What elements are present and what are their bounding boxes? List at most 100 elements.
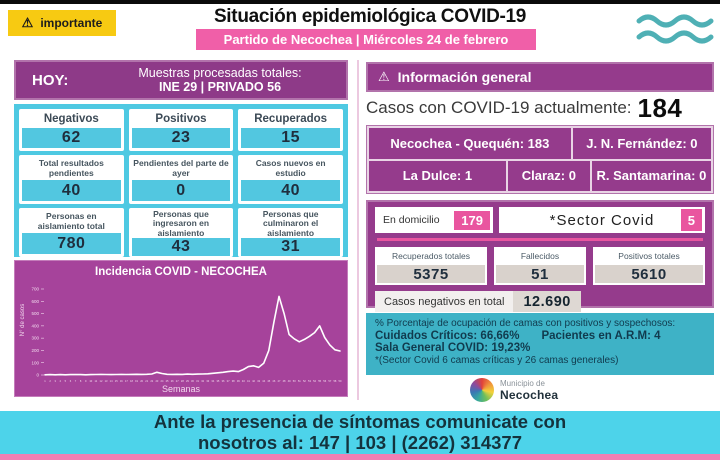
svg-text:32: 32 (201, 379, 204, 383)
total-value: 5610 (595, 265, 703, 283)
location-claraz: Claraz: 0 (507, 160, 590, 191)
arm-patients-stat: Pacientes en A.R.M: 4 (541, 330, 661, 342)
total-card-positivos: Positivos totales 5610 (593, 247, 705, 285)
stat-label: Personas que ingresaron en aislamiento (152, 209, 210, 238)
total-label: Recuperados totales (392, 250, 470, 261)
warning-icon: ⚠ (378, 69, 390, 84)
stat-card-pendientes: Total resultados pendientes 40 (19, 155, 124, 204)
svg-text:400: 400 (31, 323, 39, 328)
svg-text:39: 39 (237, 379, 240, 383)
stat-value: 23 (131, 128, 231, 148)
stat-value: 40 (241, 180, 340, 201)
svg-text:57: 57 (328, 379, 331, 383)
stat-value: 31 (241, 238, 340, 257)
svg-text:58: 58 (333, 379, 336, 383)
contact-line1: Ante la presencia de síntomas comunicate… (153, 410, 567, 432)
page-title: Situación epidemiológica COVID-19 (213, 6, 527, 27)
stats-grid: Negativos 62 Positivos 23 Recuperados 15… (14, 104, 348, 257)
total-value: 51 (496, 265, 584, 283)
location-jn-fernandez: J. N. Fernández: 0 (572, 128, 711, 159)
svg-text:44: 44 (262, 379, 265, 383)
svg-text:38: 38 (232, 379, 235, 383)
svg-text:6: 6 (70, 379, 72, 383)
stat-card-positivos: Positivos 23 (128, 109, 234, 151)
stat-card-pendientes-ayer: Pendientes del parte de ayer 0 (128, 155, 234, 204)
stat-label: Recuperados (254, 113, 328, 126)
muestras-values: INE 29 | PRIVADO 56 (158, 80, 282, 94)
svg-text:13: 13 (105, 379, 108, 383)
svg-text:51: 51 (298, 379, 301, 383)
total-card-recuperados: Recuperados totales 5375 (375, 247, 487, 285)
svg-text:3: 3 (54, 379, 56, 383)
contact-banner: Ante la presencia de síntomas comunicate… (0, 411, 720, 454)
svg-text:27: 27 (176, 379, 179, 383)
top-border (0, 0, 720, 4)
svg-text:15: 15 (115, 379, 118, 383)
svg-text:17: 17 (125, 379, 128, 383)
stat-value: 15 (241, 128, 340, 148)
sector-covid-label: *Sector Covid (549, 211, 655, 229)
stat-value: 62 (22, 128, 121, 148)
svg-text:20: 20 (140, 379, 143, 383)
stat-value: 40 (22, 180, 121, 201)
current-cases-line: Casos con COVID-19 actualmente: 184 (366, 93, 714, 123)
svg-text:33: 33 (206, 379, 209, 383)
svg-text:41: 41 (247, 379, 250, 383)
municipality-logo-icon (470, 378, 494, 402)
current-cases-value: 184 (637, 92, 683, 123)
svg-text:29: 29 (186, 379, 189, 383)
hoy-banner: HOY: Muestras procesadas totales: INE 29… (14, 60, 348, 100)
occupancy-title: % Porcentaje de ocupación de camas con p… (375, 318, 676, 329)
svg-text:21: 21 (145, 379, 148, 383)
domicilio-sector-panel: En domicilio 179 *Sector Covid 5 Recuper… (366, 200, 714, 312)
stat-card-ingresaron-aislamiento: Personas que ingresaron en aislamiento 4… (128, 208, 234, 257)
municipality-logo-line2: Necochea (500, 387, 559, 402)
page-subtitle: Partido de Necochea | Miércoles 24 de fe… (196, 29, 536, 50)
svg-text:600: 600 (31, 299, 39, 304)
svg-text:37: 37 (227, 379, 230, 383)
svg-text:36: 36 (222, 379, 225, 383)
location-la-dulce: La Dulce: 1 (369, 160, 506, 191)
info-general-label: Información general (397, 69, 532, 85)
svg-text:19: 19 (135, 379, 138, 383)
locations-table: Necochea - Quequén: 183 J. N. Fernández:… (366, 125, 714, 194)
municipality-logo-line1: Municipio de (500, 378, 545, 388)
chart-x-axis-label: Semanas (161, 384, 201, 394)
warning-icon: ⚠ (21, 15, 34, 30)
stat-label: Casos nuevos en estudio (255, 158, 326, 178)
municipality-logo: Municipio de Necochea (470, 378, 558, 402)
total-label: Positivos totales (618, 250, 680, 261)
stat-label: Personas que culminaron el aislamiento (262, 209, 319, 238)
stat-card-recuperados: Recuperados 15 (238, 109, 343, 151)
sector-covid-note: *(Sector Covid 6 camas críticas y 26 cam… (375, 355, 619, 366)
stat-label: Pendientes del parte de ayer (133, 158, 229, 178)
svg-text:45: 45 (267, 379, 270, 383)
chart-title: Incidencia COVID - NECOCHEA (95, 266, 267, 278)
current-cases-label: Casos con COVID-19 actualmente: (366, 98, 632, 117)
negative-cases-row: Casos negativos en total 12.690 (375, 291, 705, 312)
svg-text:500: 500 (31, 311, 39, 316)
svg-text:34: 34 (211, 379, 214, 383)
svg-text:22: 22 (150, 379, 153, 383)
svg-text:43: 43 (257, 379, 260, 383)
svg-text:16: 16 (120, 379, 123, 383)
svg-text:4: 4 (60, 379, 62, 383)
svg-text:2: 2 (49, 379, 51, 383)
stat-label: Personas en aislamiento total (37, 211, 105, 231)
svg-text:23: 23 (155, 379, 158, 383)
sector-covid-chip: *Sector Covid 5 (499, 207, 705, 233)
svg-text:26: 26 (171, 379, 174, 383)
svg-text:200: 200 (31, 348, 39, 353)
muestras-title: Muestras procesadas totales: (138, 65, 302, 80)
svg-text:56: 56 (323, 379, 326, 383)
location-r-santamarina: R. Santamarina: 0 (591, 160, 711, 191)
svg-text:48: 48 (283, 379, 286, 383)
svg-text:1: 1 (44, 379, 46, 383)
stat-card-culminaron-aislamiento: Personas que culminaron el aislamiento 3… (238, 208, 343, 257)
svg-text:100: 100 (31, 360, 39, 365)
svg-text:12: 12 (100, 379, 103, 383)
stat-value: 780 (22, 233, 121, 254)
total-card-fallecidos: Fallecidos 51 (494, 247, 586, 285)
